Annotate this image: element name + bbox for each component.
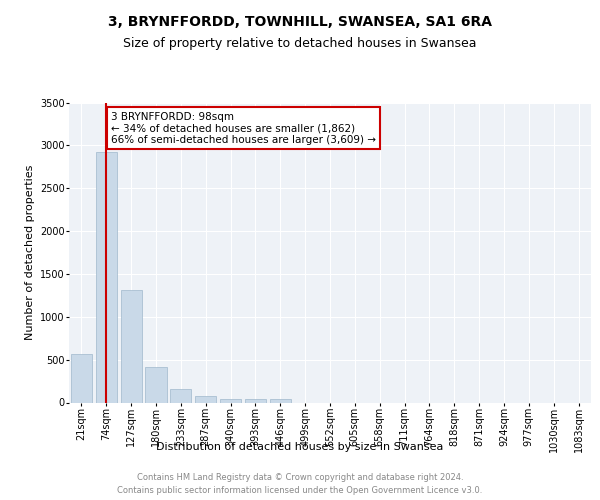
Bar [245,398,266,402]
Bar [195,396,216,402]
Bar [96,152,117,403]
Text: Contains public sector information licensed under the Open Government Licence v3: Contains public sector information licen… [118,486,482,495]
Bar [145,368,167,402]
Bar [121,290,142,403]
Text: 3, BRYNFFORDD, TOWNHILL, SWANSEA, SA1 6RA: 3, BRYNFFORDD, TOWNHILL, SWANSEA, SA1 6R… [108,15,492,29]
Text: 3 BRYNFFORDD: 98sqm
← 34% of detached houses are smaller (1,862)
66% of semi-det: 3 BRYNFFORDD: 98sqm ← 34% of detached ho… [111,112,376,144]
Bar [220,398,241,402]
Text: Size of property relative to detached houses in Swansea: Size of property relative to detached ho… [123,38,477,51]
Text: Distribution of detached houses by size in Swansea: Distribution of detached houses by size … [157,442,443,452]
Bar [270,398,291,402]
Text: Contains HM Land Registry data © Crown copyright and database right 2024.: Contains HM Land Registry data © Crown c… [137,472,463,482]
Y-axis label: Number of detached properties: Number of detached properties [25,165,35,340]
Bar [71,354,92,403]
Bar [170,389,191,402]
